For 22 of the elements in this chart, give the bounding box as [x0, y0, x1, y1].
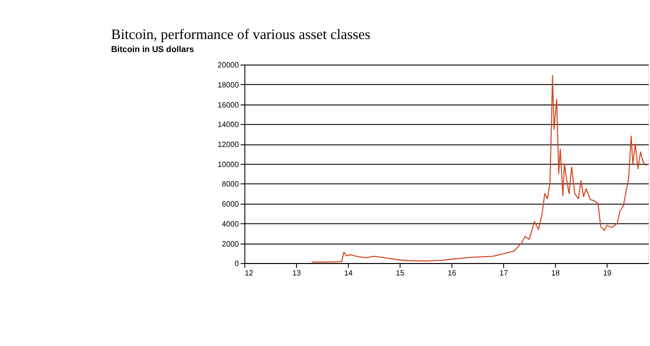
- line-series: [311, 75, 647, 263]
- y-tick-label: 0: [234, 259, 239, 268]
- x-tick-label: 12: [244, 268, 254, 278]
- y-tick-label: 12000: [218, 140, 239, 149]
- x-tick-label: 19: [603, 268, 612, 278]
- y-tick-label: 6000: [222, 200, 239, 209]
- y-tick-label: 10000: [218, 160, 239, 169]
- x-tick-label: 16: [448, 268, 456, 278]
- y-tick-label: 8000: [222, 180, 239, 189]
- x-tick-label: 14: [344, 268, 354, 278]
- y-tick-label: 18000: [218, 80, 239, 90]
- x-tick-label: 13: [292, 268, 301, 278]
- y-tick-label: 14000: [218, 120, 239, 130]
- x-tick-label: 17: [499, 268, 508, 278]
- x-tick-label: 15: [396, 268, 404, 278]
- y-tick-label: 2000: [222, 239, 239, 248]
- y-tick-label: 16000: [218, 100, 239, 110]
- x-tick-label: 18: [551, 268, 560, 278]
- y-tick-label: 20000: [218, 60, 239, 70]
- text: Bitcoin in US dollars: [111, 44, 194, 54]
- chart-title: Bitcoin, performance of various asset classes: [111, 27, 371, 44]
- y-tick-label: 4000: [222, 219, 239, 228]
